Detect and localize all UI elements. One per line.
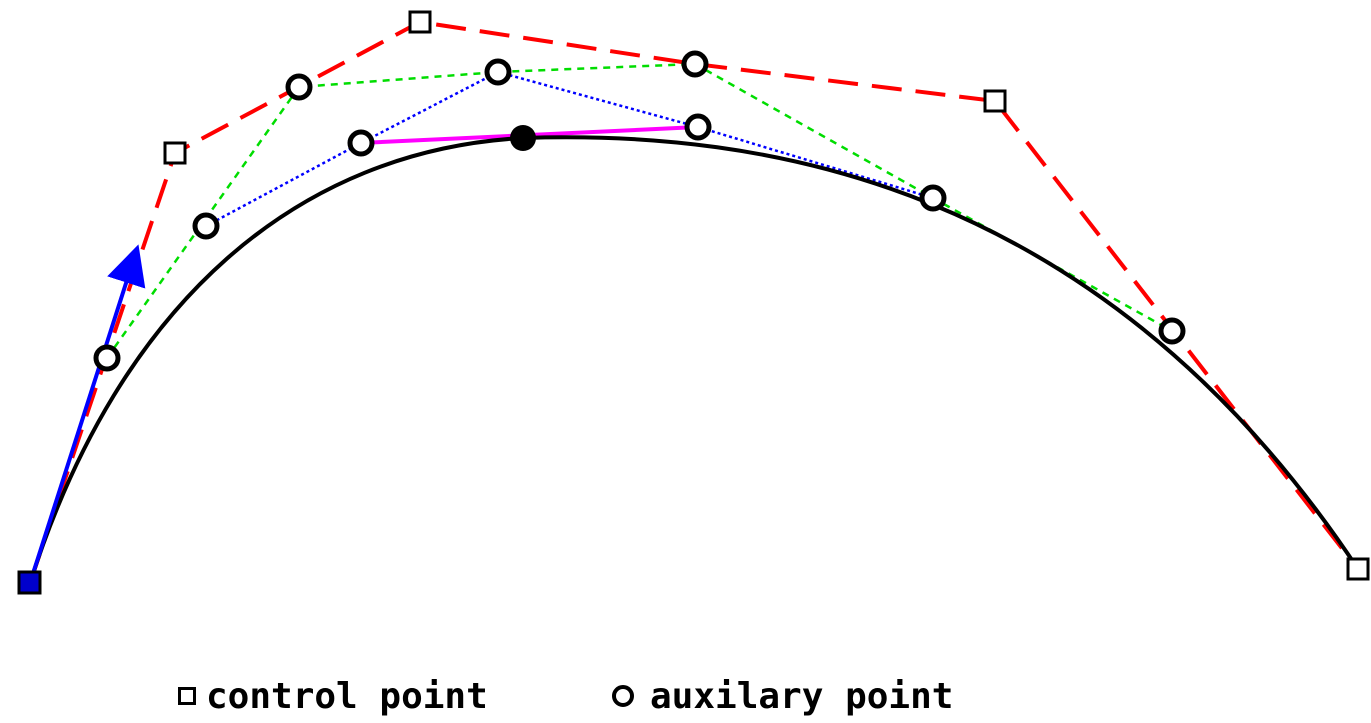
control-point-square-icon bbox=[1346, 557, 1370, 581]
first-level-polygon bbox=[105, 62, 1173, 359]
auxiliary-point-circle-icon bbox=[484, 58, 512, 86]
control-point-square-icon bbox=[408, 10, 432, 34]
control-point-square-icon bbox=[178, 687, 196, 705]
auxiliary-point-circle-icon bbox=[684, 113, 712, 141]
auxiliary-point-circle-icon bbox=[285, 73, 313, 101]
auxiliary-point-circle-icon bbox=[347, 129, 375, 157]
curve-point-icon bbox=[510, 125, 536, 151]
second-level-polygon bbox=[205, 70, 934, 228]
auxiliary-point-circle-icon bbox=[1158, 317, 1186, 345]
legend-control: control point bbox=[178, 672, 488, 720]
auxiliary-point-circle-icon bbox=[93, 344, 121, 372]
control-points bbox=[17, 10, 1370, 595]
control-point-square-icon bbox=[17, 570, 42, 595]
auxiliary-point-circle-icon bbox=[192, 212, 220, 240]
legend-auxiliary: auxilary point bbox=[612, 672, 953, 720]
auxiliary-points bbox=[93, 50, 1186, 372]
auxiliary-point-circle-icon bbox=[612, 685, 634, 707]
bezier-curve bbox=[28, 135, 1360, 584]
control-point-square-icon bbox=[983, 89, 1007, 113]
auxiliary-point-circle-icon bbox=[919, 184, 947, 212]
control-point-square-icon bbox=[163, 141, 187, 165]
legend-control-label: control point bbox=[206, 675, 488, 717]
legend-auxiliary-label: auxilary point bbox=[650, 675, 954, 717]
auxiliary-point-circle-icon bbox=[681, 50, 709, 78]
tangent-arrow-icon bbox=[28, 244, 146, 584]
control-polygon bbox=[28, 19, 1360, 584]
